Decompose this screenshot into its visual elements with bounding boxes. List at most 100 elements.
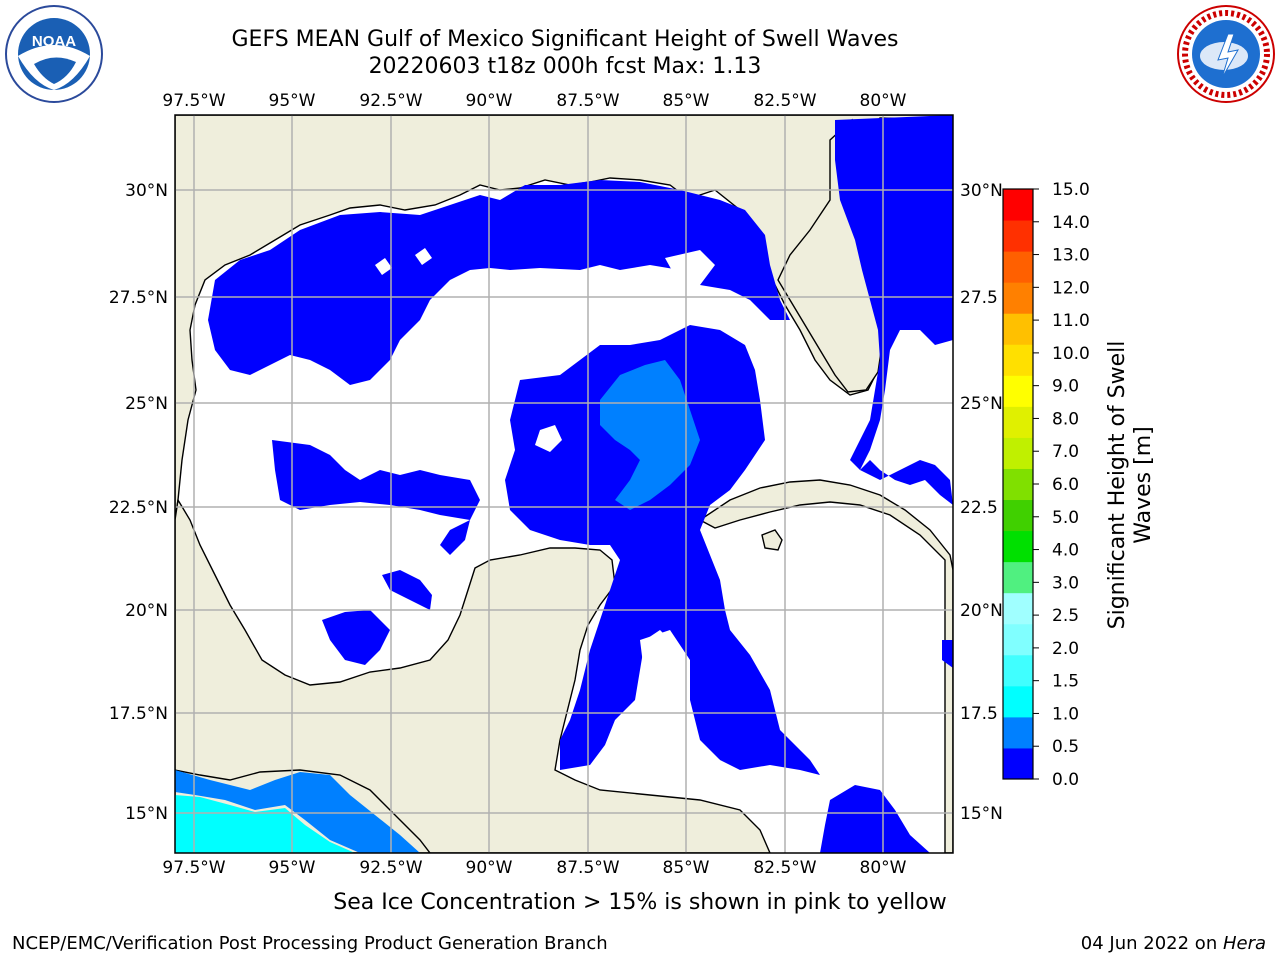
lat-tick-left-2: 25°N xyxy=(125,394,168,414)
colorbar-tick-label: 0.0 xyxy=(1052,770,1079,790)
footer-credit: NCEP/EMC/Verification Post Processing Pr… xyxy=(12,933,608,954)
colorbar-tick-label: 3.0 xyxy=(1052,573,1079,593)
lat-ticks-right: 30°N 27.5 25°N 22.5 20°N 17.5 15°N xyxy=(960,181,1003,824)
noaa-logo-text: NOAA xyxy=(32,33,76,50)
lon-tick-bottom-2: 92.5°W xyxy=(359,858,422,878)
lat-tick-left-4: 20°N xyxy=(125,601,168,621)
colorbar: 0.0 0.5 1.0 1.5 2.0 2.5 3.0 4.0 5.0 6.0 7.0 8.0 9.0 1… xyxy=(1002,180,1090,790)
lon-tick-top-4: 87.5°W xyxy=(556,91,619,111)
gap-white-1 xyxy=(375,258,392,275)
colorbar-tick-label: 0.5 xyxy=(1052,737,1079,757)
colorbar-segment xyxy=(1003,313,1033,345)
lat-tick-right-1: 27.5 xyxy=(960,288,998,308)
land-mexico-west xyxy=(175,497,771,853)
chart-title: GEFS MEAN Gulf of Mexico Significant Hei… xyxy=(231,27,899,52)
colorbar-tick-label: 15.0 xyxy=(1052,180,1090,200)
sea-ice-note: Sea Ice Concentration > 15% is shown in … xyxy=(333,890,947,915)
colorbar-segments xyxy=(1003,189,1033,780)
nws-logo xyxy=(1177,5,1275,103)
noaa-logo: NOAA xyxy=(5,5,103,103)
swell-region-caribbean-south xyxy=(820,785,930,853)
colorbar-label: Significant Height of Swell Waves [m] xyxy=(1105,341,1156,630)
swell-region-bay-of-campeche xyxy=(322,610,390,665)
lon-tick-bottom-6: 82.5°W xyxy=(753,858,816,878)
footer-host: Hera xyxy=(1222,933,1266,954)
lon-tick-bottom-3: 90°W xyxy=(466,858,513,878)
colorbar-tick-label: 1.0 xyxy=(1052,704,1079,724)
land-isle-of-youth xyxy=(761,529,783,551)
swell-gaps xyxy=(375,248,720,785)
gap-white-3 xyxy=(665,250,715,285)
swell-region-atlantic-east xyxy=(835,115,953,505)
colorbar-tick-label: 14.0 xyxy=(1052,213,1090,233)
colorbar-tick-label: 2.0 xyxy=(1052,639,1079,659)
footer-date: 04 Jun 2022 on Hera xyxy=(1081,933,1266,954)
colorbar-segment xyxy=(1003,499,1033,532)
swell-region-campeche-islet xyxy=(382,570,432,610)
colorbar-segment xyxy=(1003,685,1033,718)
lon-tick-top-1: 95°W xyxy=(269,91,316,111)
colorbar-tick-label: 1.5 xyxy=(1052,672,1079,692)
colorbar-segment xyxy=(1003,468,1033,501)
lon-tick-bottom-0: 97.5°W xyxy=(162,858,225,878)
colorbar-segment xyxy=(1003,406,1033,438)
colorbar-segment xyxy=(1003,623,1033,656)
lon-ticks-bottom: 97.5°W 95°W 92.5°W 90°W 87.5°W 85°W 82.5… xyxy=(162,858,906,878)
footer-date-text: 04 Jun 2022 on xyxy=(1080,933,1223,954)
gridlines xyxy=(175,115,953,853)
lat-tick-right-0: 30°N xyxy=(960,181,1003,201)
swell-region-southwest-cyan xyxy=(175,795,355,853)
swell-region-central-gulf xyxy=(505,325,820,775)
lat-tick-left-3: 22.5°N xyxy=(109,498,168,518)
lat-tick-right-3: 22.5 xyxy=(960,498,998,518)
map-panel xyxy=(174,114,954,854)
swell-region-central-lightblue xyxy=(600,360,700,510)
colorbar-tick-label: 11.0 xyxy=(1052,311,1090,331)
colorbar-tick-label: 10.0 xyxy=(1052,344,1090,364)
lat-tick-right-5: 17.5 xyxy=(960,704,998,724)
lat-tick-left-6: 15°N xyxy=(125,804,168,824)
lon-tick-bottom-5: 85°W xyxy=(663,858,710,878)
colorbar-segment xyxy=(1003,716,1033,749)
colorbar-segment xyxy=(1003,530,1033,563)
swell-field-1.0-1.5m xyxy=(175,795,355,853)
colorbar-ticks: 0.0 0.5 1.0 1.5 2.0 2.5 3.0 4.0 5.0 6.0 7.0 8.0 9.0 1… xyxy=(1033,180,1090,790)
colorbar-segment xyxy=(1003,220,1033,252)
lon-ticks-top: 97.5°W 95°W 92.5°W 90°W 87.5°W 85°W 82.5… xyxy=(162,91,906,111)
lon-tick-bottom-1: 95°W xyxy=(269,858,316,878)
lat-tick-right-6: 15°N xyxy=(960,804,1003,824)
lon-tick-bottom-4: 87.5°W xyxy=(556,858,619,878)
colorbar-tick-label: 8.0 xyxy=(1052,409,1079,429)
swell-region-west-patch xyxy=(272,440,480,555)
lat-tick-right-2: 25°N xyxy=(960,394,1003,414)
swell-field-0.5-1.0m xyxy=(175,360,700,853)
colorbar-tick-label: 12.0 xyxy=(1052,278,1090,298)
swell-region-northern-gulf xyxy=(208,180,790,385)
colorbar-segment xyxy=(1003,251,1033,283)
lon-tick-top-0: 97.5°W xyxy=(162,91,225,111)
lat-tick-right-4: 20°N xyxy=(960,601,1003,621)
lon-tick-top-3: 90°W xyxy=(466,91,513,111)
lon-tick-top-2: 92.5°W xyxy=(359,91,422,111)
colorbar-tick-label: 6.0 xyxy=(1052,475,1079,495)
colorbar-segment xyxy=(1003,654,1033,687)
gap-white-2 xyxy=(415,248,432,265)
lon-tick-top-5: 85°W xyxy=(663,91,710,111)
colorbar-segment xyxy=(1003,344,1033,376)
colorbar-segment xyxy=(1003,592,1033,625)
colorbar-segment xyxy=(1003,189,1033,221)
colorbar-segment xyxy=(1003,561,1033,594)
lat-ticks-left: 30°N 27.5°N 25°N 22.5°N 20°N 17.5°N 15°N xyxy=(109,181,168,824)
map-frame xyxy=(174,114,954,854)
lon-tick-top-7: 80°W xyxy=(860,91,907,111)
swell-region-southwest-lightblue xyxy=(175,770,420,853)
colorbar-segment xyxy=(1003,375,1033,407)
colorbar-label-line1: Significant Height of Swell xyxy=(1105,341,1130,630)
lon-tick-top-6: 82.5°W xyxy=(753,91,816,111)
chart-subtitle: 20220603 t18z 000h fcst Max: 1.13 xyxy=(368,54,762,79)
lat-tick-left-5: 17.5°N xyxy=(109,704,168,724)
lon-tick-bottom-7: 80°W xyxy=(860,858,907,878)
colorbar-tick-label: 9.0 xyxy=(1052,377,1079,397)
colorbar-label-line2: Waves [m] xyxy=(1131,426,1156,543)
